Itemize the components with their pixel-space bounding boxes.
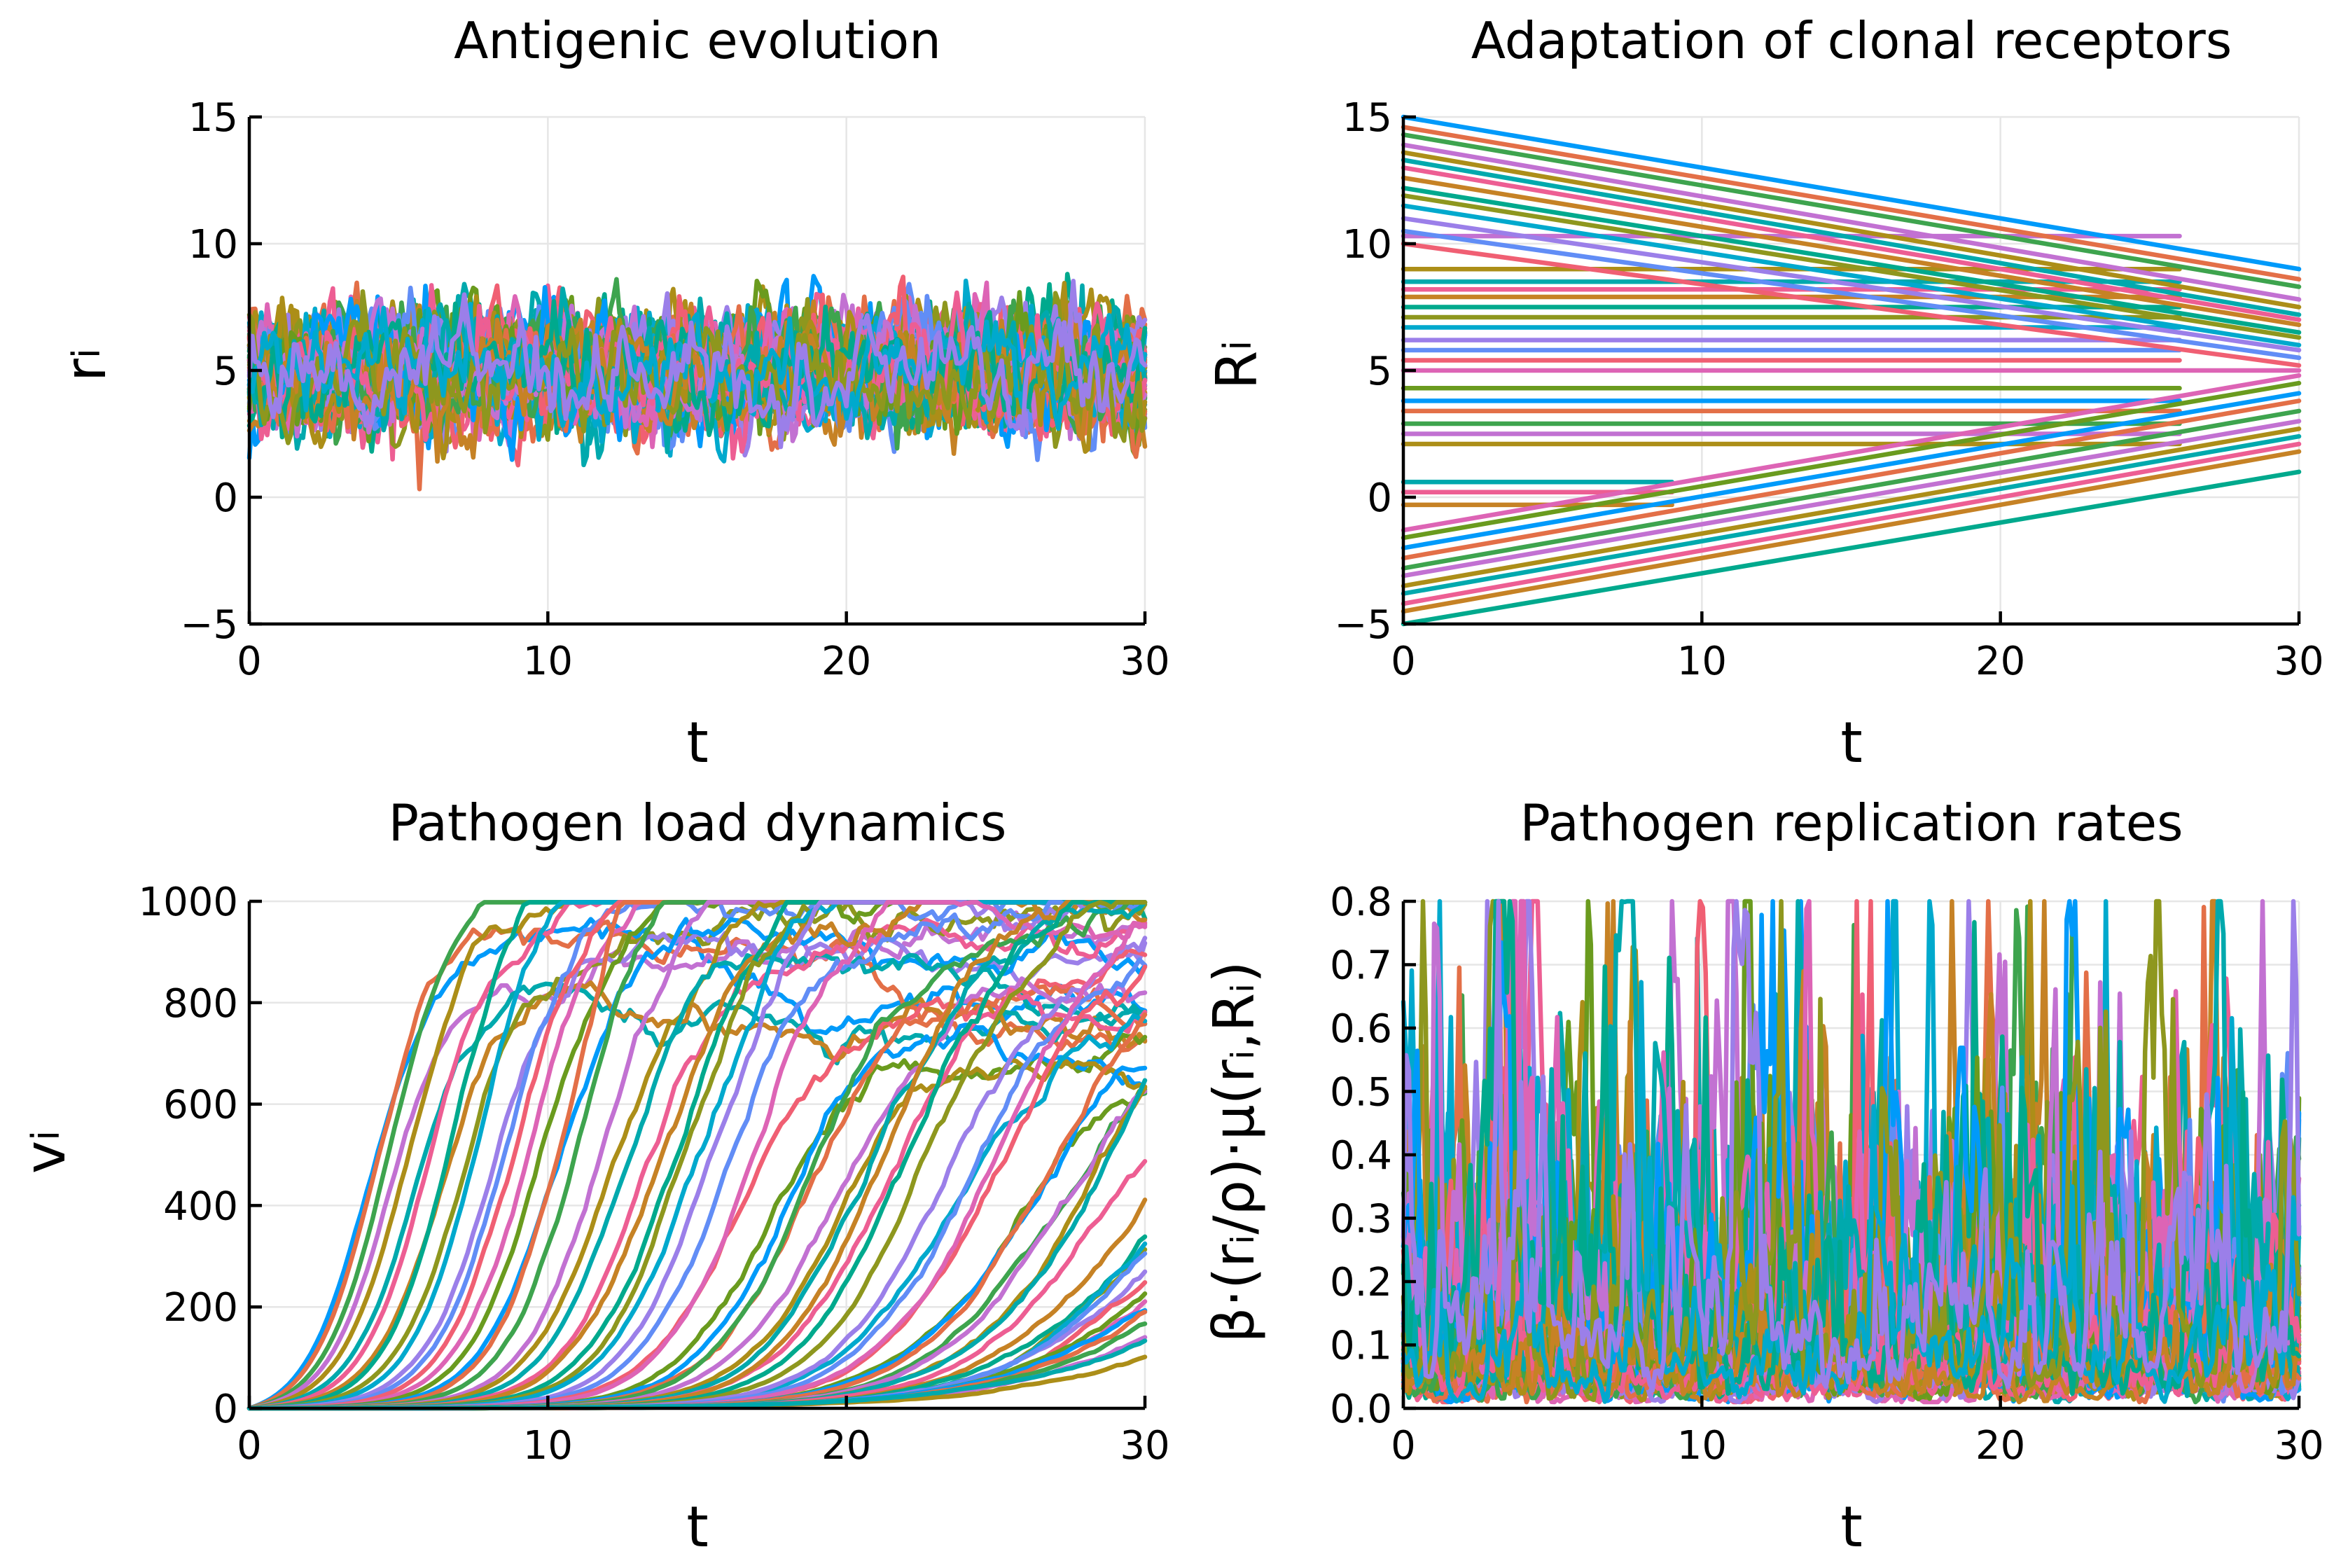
chart-title: Pathogen replication rates xyxy=(1520,793,2183,852)
y-tick-label: 0.7 xyxy=(1330,943,1392,989)
x-tick-label: 20 xyxy=(1975,1423,2025,1469)
x-tick-label: 10 xyxy=(523,1423,573,1469)
x-tick-label: 10 xyxy=(523,639,573,684)
series-line xyxy=(1401,441,2302,606)
series-line xyxy=(1401,165,2302,322)
series-line xyxy=(1401,419,2302,578)
series-line xyxy=(1401,228,2302,361)
series-line xyxy=(1401,426,2302,588)
series-line xyxy=(1401,1143,2302,1403)
y-tick-label: 200 xyxy=(163,1285,238,1331)
y-tick-label: 10 xyxy=(188,222,238,268)
y-tick-label: 400 xyxy=(163,1184,238,1229)
y-tick-label: 15 xyxy=(1342,95,1392,141)
y-tick-label: 0 xyxy=(213,1387,238,1432)
series-line xyxy=(246,292,1148,450)
y-tick-label: 0.2 xyxy=(1330,1260,1392,1305)
series-line xyxy=(1401,158,2302,317)
y-tick-label: 5 xyxy=(1367,349,1392,394)
series-line xyxy=(1401,373,2302,533)
chart-title: Antigenic evolution xyxy=(454,11,941,70)
series-line xyxy=(1401,216,2302,353)
y-tick-label: 0 xyxy=(1367,476,1392,521)
axes: 0 10 20 30 0.0 0.1 0.2 0.3 0.4 0.5 0.6 0.7 0.8 xyxy=(1330,880,2324,1469)
y-tick-label: 600 xyxy=(163,1083,238,1128)
y-tick-label: −5 xyxy=(180,602,238,648)
y-axis-label: β·(rᵢ/ρ)·μ(rᵢ,Rᵢ) xyxy=(1202,961,1267,1342)
x-tick-label: 0 xyxy=(237,639,262,684)
chart-title: Pathogen load dynamics xyxy=(389,793,1007,852)
series-line xyxy=(1401,142,2302,302)
y-axis-label: Ri xyxy=(1204,340,1270,390)
y-tick-label: 0.8 xyxy=(1330,880,1392,925)
series-line xyxy=(1401,132,2302,289)
series-line xyxy=(246,302,1148,431)
y-tick-label: 5 xyxy=(213,349,238,394)
series-line xyxy=(1401,899,2302,1393)
y-tick-label: 0 xyxy=(213,476,238,521)
y-tick-label: 15 xyxy=(188,95,238,141)
series-line xyxy=(1401,469,2302,627)
series-group xyxy=(246,900,1148,1411)
x-tick-label: 10 xyxy=(1677,639,1727,684)
series-line xyxy=(1401,899,2302,1401)
series-line xyxy=(1401,391,2302,550)
series-line xyxy=(1401,186,2302,335)
x-axis-label: t xyxy=(686,1494,708,1560)
series-line xyxy=(1401,114,2302,272)
series-line xyxy=(246,900,1148,1411)
y-axis-label: vi xyxy=(13,1130,78,1174)
series-group xyxy=(246,272,1148,492)
x-tick-label: 20 xyxy=(1975,639,2025,684)
series-line xyxy=(1401,380,2302,541)
series-group xyxy=(1401,114,2302,627)
panel-replication-rates: Pathogen replication rates 0 10 20 30 0.0 0.1… xyxy=(1202,793,2324,1560)
series-line xyxy=(1401,203,2302,348)
series-line xyxy=(1401,449,2302,614)
y-tick-label: 1000 xyxy=(138,880,238,925)
axes: 0 10 20 30 0 200 400 600 800 1000 xyxy=(138,880,1169,1469)
x-axis-label: t xyxy=(1840,710,1862,775)
y-tick-label: 800 xyxy=(163,981,238,1027)
x-tick-label: 0 xyxy=(1391,639,1416,684)
x-tick-label: 30 xyxy=(2274,639,2323,684)
x-tick-label: 0 xyxy=(237,1423,262,1469)
series-line xyxy=(1401,175,2302,328)
x-tick-label: 10 xyxy=(1677,1423,1727,1469)
panel-clonal-receptors: Adaptation of clonal receptors 0 10 20 30 −5… xyxy=(1204,11,2324,775)
series-line xyxy=(1401,398,2302,561)
x-tick-label: 0 xyxy=(1391,1423,1416,1469)
x-axis-label: t xyxy=(686,710,708,775)
y-tick-label: 0.1 xyxy=(1330,1324,1392,1369)
x-tick-label: 30 xyxy=(2274,1423,2323,1469)
series-line xyxy=(1401,433,2302,596)
y-tick-label: 0.0 xyxy=(1330,1387,1392,1432)
y-tick-label: 0.5 xyxy=(1330,1070,1392,1116)
series-line xyxy=(1401,193,2302,340)
series-line xyxy=(1401,125,2302,282)
chart-title: Adaptation of clonal receptors xyxy=(1471,11,2232,70)
x-tick-label: 20 xyxy=(821,1423,871,1469)
y-tick-label: 0.3 xyxy=(1330,1197,1392,1242)
x-axis-label: t xyxy=(1840,1494,1862,1560)
series-line xyxy=(1401,150,2302,310)
panel-pathogen-load: Pathogen load dynamics 0 10 20 30 0 200 400 600… xyxy=(13,793,1170,1560)
series-line xyxy=(246,900,1148,1411)
y-axis-label: ri xyxy=(53,348,118,382)
y-tick-label: 0.6 xyxy=(1330,1006,1392,1052)
x-tick-label: 30 xyxy=(1120,639,1169,684)
x-tick-label: 20 xyxy=(821,639,871,684)
x-tick-label: 30 xyxy=(1120,1423,1169,1469)
series-line xyxy=(1401,241,2302,368)
y-tick-label: −5 xyxy=(1334,602,1392,648)
y-tick-label: 0.4 xyxy=(1330,1133,1392,1179)
series-group xyxy=(1401,899,2302,1405)
series-line xyxy=(1401,408,2302,571)
y-tick-label: 10 xyxy=(1342,222,1392,268)
